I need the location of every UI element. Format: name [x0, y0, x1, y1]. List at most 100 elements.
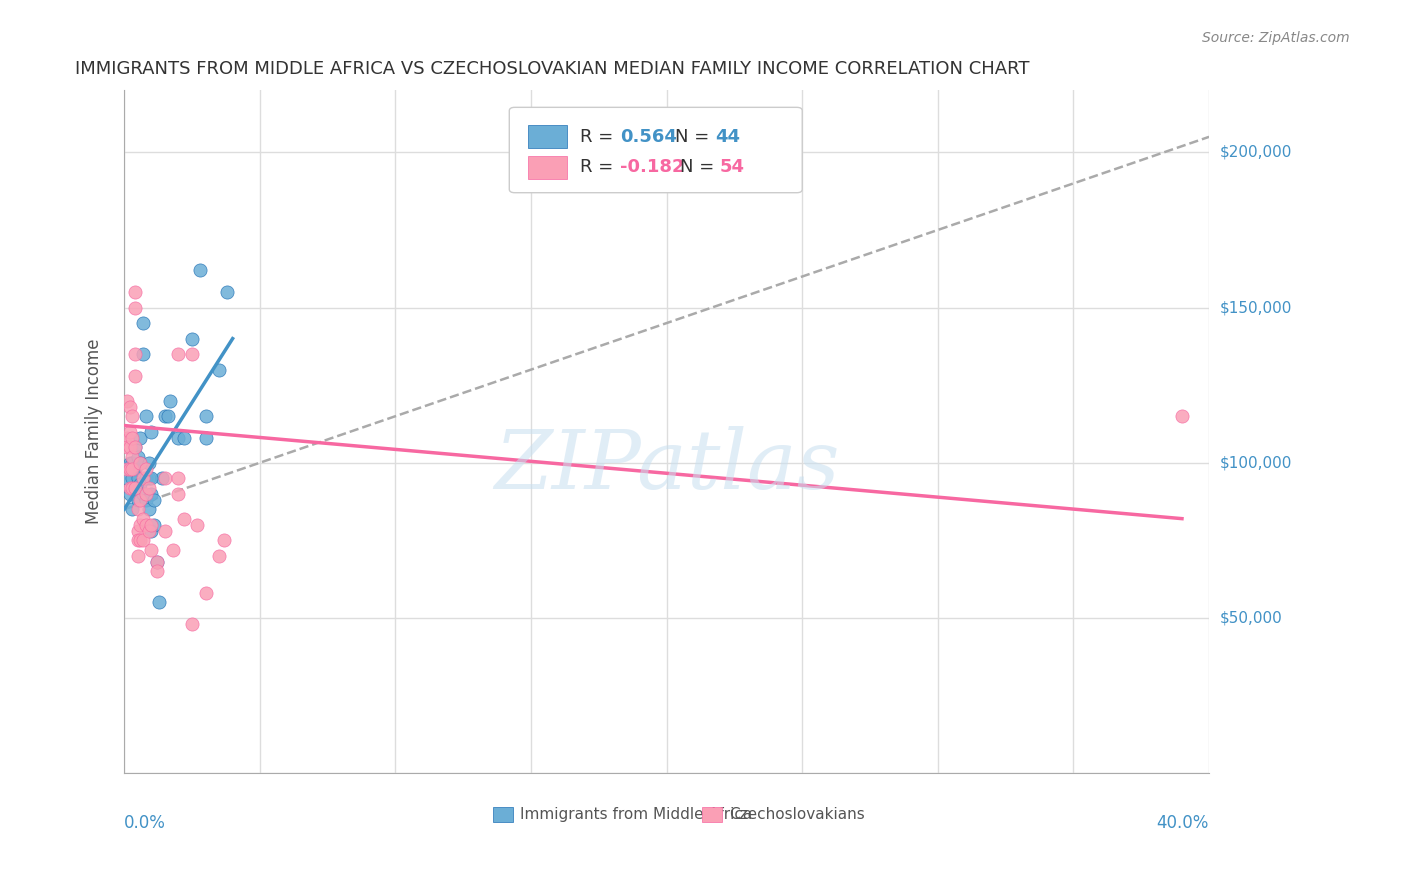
Point — [167, 431, 190, 445]
Point — [127, 524, 149, 538]
Point — [214, 533, 236, 548]
Point — [138, 456, 160, 470]
Point — [129, 477, 152, 491]
Point — [173, 511, 195, 525]
Point — [127, 471, 149, 485]
Text: 54: 54 — [720, 159, 745, 177]
Point — [141, 471, 163, 485]
Text: ZIPatlas: ZIPatlas — [494, 425, 839, 506]
Point — [121, 502, 143, 516]
Point — [153, 409, 176, 424]
Point — [143, 517, 166, 532]
Point — [124, 462, 146, 476]
Point — [135, 493, 157, 508]
Point — [145, 555, 167, 569]
Point — [132, 533, 155, 548]
Text: 0.0%: 0.0% — [124, 814, 166, 832]
Point — [153, 471, 176, 485]
Point — [135, 409, 157, 424]
Point — [148, 595, 170, 609]
Point — [135, 517, 157, 532]
Point — [124, 440, 146, 454]
Text: Source: ZipAtlas.com: Source: ZipAtlas.com — [1202, 31, 1350, 45]
Point — [181, 347, 204, 361]
Text: 44: 44 — [716, 128, 741, 145]
Text: R =: R = — [579, 128, 619, 145]
Point — [138, 471, 160, 485]
Text: 40.0%: 40.0% — [1157, 814, 1209, 832]
Point — [118, 487, 141, 501]
Point — [121, 456, 143, 470]
Point — [121, 481, 143, 495]
Point — [145, 555, 167, 569]
Point — [186, 517, 208, 532]
Point — [124, 368, 146, 383]
Point — [156, 409, 179, 424]
Point — [173, 431, 195, 445]
Point — [208, 549, 231, 563]
Point — [162, 542, 184, 557]
Point — [129, 517, 152, 532]
Point — [118, 462, 141, 476]
Point — [153, 524, 176, 538]
Point — [124, 481, 146, 495]
FancyBboxPatch shape — [509, 107, 803, 193]
Point — [124, 301, 146, 315]
Point — [127, 533, 149, 548]
Point — [118, 456, 141, 470]
Point — [118, 425, 141, 439]
Point — [135, 487, 157, 501]
Point — [132, 316, 155, 330]
Text: IMMIGRANTS FROM MIDDLE AFRICA VS CZECHOSLOVAKIAN MEDIAN FAMILY INCOME CORRELATIO: IMMIGRANTS FROM MIDDLE AFRICA VS CZECHOS… — [76, 60, 1029, 78]
FancyBboxPatch shape — [703, 807, 721, 822]
FancyBboxPatch shape — [527, 125, 567, 148]
Point — [1171, 409, 1194, 424]
Point — [132, 511, 155, 525]
Point — [159, 393, 181, 408]
Text: $150,000: $150,000 — [1220, 300, 1292, 315]
Point — [141, 524, 163, 538]
Point — [194, 586, 217, 600]
Point — [194, 409, 217, 424]
Point — [121, 471, 143, 485]
Point — [132, 471, 155, 485]
Point — [135, 462, 157, 476]
Text: $200,000: $200,000 — [1220, 145, 1292, 160]
Point — [143, 493, 166, 508]
Point — [129, 456, 152, 470]
Point — [138, 481, 160, 495]
Point — [167, 487, 190, 501]
FancyBboxPatch shape — [494, 807, 513, 822]
Text: -0.182: -0.182 — [620, 159, 685, 177]
Point — [188, 263, 211, 277]
Point — [118, 440, 141, 454]
Point — [167, 347, 190, 361]
Text: Immigrants from Middle Africa: Immigrants from Middle Africa — [520, 806, 752, 822]
Text: $100,000: $100,000 — [1220, 455, 1292, 470]
Text: Czechoslovakians: Czechoslovakians — [730, 806, 865, 822]
Point — [194, 431, 217, 445]
Point — [121, 462, 143, 476]
Point — [132, 347, 155, 361]
Point — [217, 285, 239, 299]
Y-axis label: Median Family Income: Median Family Income — [86, 339, 103, 524]
Text: N =: N = — [675, 128, 716, 145]
Point — [138, 524, 160, 538]
Text: R =: R = — [579, 159, 619, 177]
Point — [129, 431, 152, 445]
Text: 0.564: 0.564 — [620, 128, 676, 145]
Point — [141, 517, 163, 532]
Point — [115, 471, 138, 485]
Point — [121, 409, 143, 424]
Point — [124, 347, 146, 361]
Point — [129, 493, 152, 508]
Point — [145, 565, 167, 579]
Point — [124, 285, 146, 299]
Point — [129, 456, 152, 470]
FancyBboxPatch shape — [527, 156, 567, 179]
Point — [127, 502, 149, 516]
Point — [138, 502, 160, 516]
Point — [124, 481, 146, 495]
Point — [118, 481, 141, 495]
Text: N =: N = — [679, 159, 720, 177]
